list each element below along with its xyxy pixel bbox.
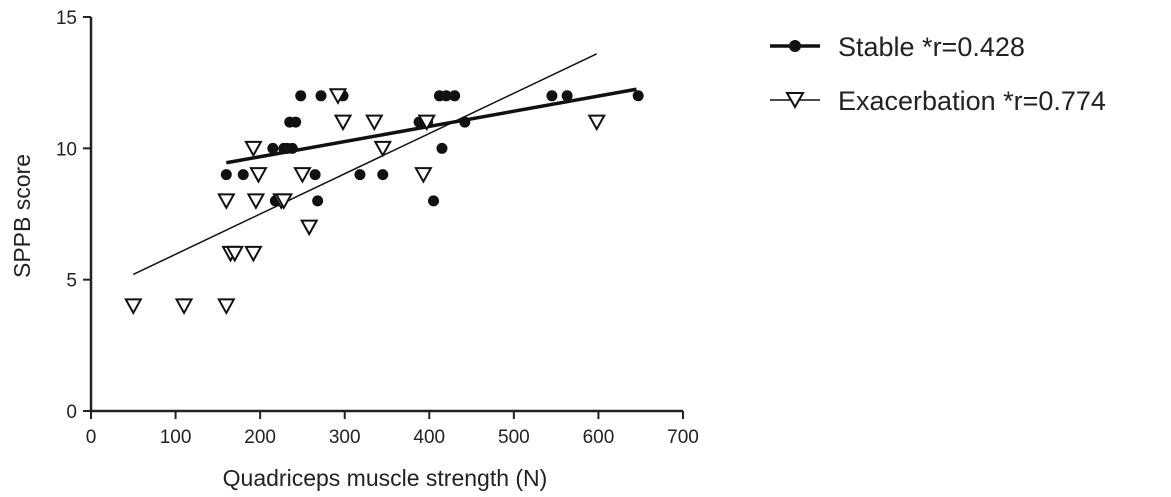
x-tick-label: 0 xyxy=(86,427,97,448)
data-point-exacerbation xyxy=(246,193,266,210)
data-point-stable xyxy=(632,90,644,102)
y-tick-label: 0 xyxy=(66,402,77,423)
data-point-stable xyxy=(315,90,327,102)
data-point-stable xyxy=(377,169,389,181)
x-tick-label: 300 xyxy=(329,427,361,448)
data-point-exacerbation xyxy=(174,298,194,315)
data-point-stable xyxy=(237,169,249,181)
data-point-exacerbation xyxy=(299,219,319,237)
x-axis-title: Quadriceps muscle strength (N) xyxy=(223,465,548,491)
x-tick-label: 400 xyxy=(413,427,445,448)
data-point-exacerbation xyxy=(217,193,236,210)
data-point-stable xyxy=(286,142,298,154)
data-point-exacerbation xyxy=(225,245,244,263)
data-point-stable xyxy=(428,195,440,207)
axes: SPPB score Quadriceps muscle strength (N… xyxy=(9,8,699,491)
data-point-stable xyxy=(309,169,321,181)
data-point-exacerbation xyxy=(587,114,606,132)
data-point-stable xyxy=(312,195,324,207)
data-point-exacerbation xyxy=(293,167,312,184)
data-point-stable xyxy=(546,90,558,102)
legend-entry-exacerbation: Exacerbation *r=0.774 xyxy=(770,86,1106,116)
x-tick-label: 700 xyxy=(667,427,699,448)
x-tick-label: 200 xyxy=(244,427,276,448)
legend: Stable *r=0.428 Exacerbation *r=0.774 xyxy=(770,32,1106,116)
data-point-stable xyxy=(220,169,232,181)
data-point-exacerbation xyxy=(217,298,236,315)
data-point-exacerbation xyxy=(373,140,392,158)
data-point-exacerbation xyxy=(333,114,353,132)
y-axis-title: SPPB score xyxy=(9,154,35,278)
data-point-exacerbation xyxy=(417,114,436,132)
data-point-exacerbation xyxy=(328,88,348,105)
data-point-exacerbation xyxy=(365,114,384,132)
data-point-exacerbation xyxy=(244,245,263,263)
data-point-stable xyxy=(436,142,448,154)
legend-label-exacerbation: Exacerbation *r=0.774 xyxy=(838,86,1106,116)
data-point-stable xyxy=(354,169,366,181)
data-point-stable xyxy=(459,116,471,128)
legend-entry-stable: Stable *r=0.428 xyxy=(770,32,1025,62)
data-point-exacerbation xyxy=(124,298,143,315)
data-point-stable xyxy=(561,90,573,102)
plot-area xyxy=(124,53,644,315)
x-tick-label: 100 xyxy=(160,427,192,448)
y-tick-label: 10 xyxy=(56,139,77,160)
trendline-exacerbation xyxy=(132,53,598,276)
data-point-stable xyxy=(290,116,302,128)
data-point-exacerbation xyxy=(414,167,433,184)
x-tick-label: 600 xyxy=(583,427,615,448)
legend-marker-stable xyxy=(789,40,801,52)
legend-label-stable: Stable *r=0.428 xyxy=(838,32,1025,62)
data-point-stable xyxy=(267,142,279,154)
data-point-stable xyxy=(440,90,452,102)
data-point-exacerbation xyxy=(249,167,268,184)
data-point-stable xyxy=(449,90,461,102)
data-point-exacerbation xyxy=(244,140,263,158)
y-tick-label: 5 xyxy=(66,271,77,292)
x-tick-label: 500 xyxy=(498,427,530,448)
y-tick-label: 15 xyxy=(56,8,77,29)
data-point-stable xyxy=(295,90,307,102)
legend-marker-exacerbation xyxy=(785,92,805,110)
data-point-exacerbation xyxy=(274,193,294,210)
